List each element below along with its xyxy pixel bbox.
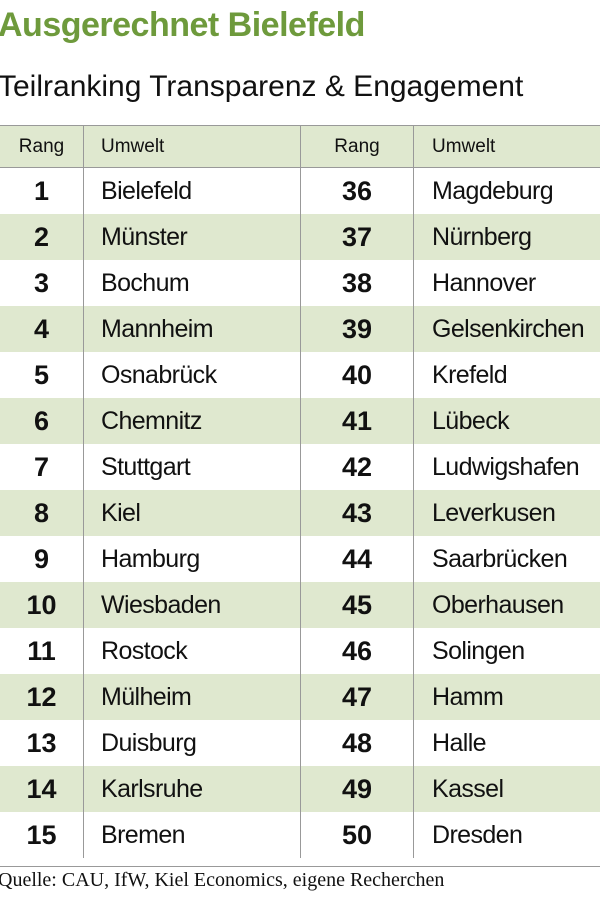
city: Hannover <box>413 260 600 306</box>
rank: 49 <box>300 766 413 812</box>
rank: 40 <box>300 352 413 398</box>
city: Kiel <box>83 490 300 536</box>
rank: 43 <box>300 490 413 536</box>
ranking-table: Rang Umwelt Rang Umwelt 1 Bielefeld 36 Magdebur… <box>0 125 600 858</box>
table-row: 2 Münster 37 Nürnberg <box>0 214 600 260</box>
city: Dresden <box>413 812 600 858</box>
rank: 37 <box>300 214 413 260</box>
table-row: 13 Duisburg 48 Halle <box>0 720 600 766</box>
city: Ludwigshafen <box>413 444 600 490</box>
rank: 36 <box>300 168 413 214</box>
rank: 48 <box>300 720 413 766</box>
column-header: Rang <box>300 126 413 167</box>
column-header: Umwelt <box>83 126 300 167</box>
rank: 9 <box>33 543 50 574</box>
column-header: Umwelt <box>413 126 600 167</box>
rank: 8 <box>33 497 50 528</box>
rank: 15 <box>26 819 57 850</box>
city: Mülheim <box>83 674 300 720</box>
city: Mannheim <box>83 306 300 352</box>
header-row: Rang Umwelt Rang Umwelt <box>0 125 600 168</box>
city: Rostock <box>83 628 300 674</box>
table-row: 14 Karlsruhe 49 Kassel <box>0 766 600 812</box>
city: Lübeck <box>413 398 600 444</box>
rank: 47 <box>300 674 413 720</box>
rank: 50 <box>300 812 413 858</box>
table-row: 10 Wiesbaden 45 Oberhausen <box>0 582 600 628</box>
rank: 14 <box>26 773 57 804</box>
city: Osnabrück <box>83 352 300 398</box>
rank: 45 <box>300 582 413 628</box>
table-row: 1 Bielefeld 36 Magdeburg <box>0 168 600 214</box>
city: Wiesbaden <box>83 582 300 628</box>
table-row: 3 Bochum 38 Hannover <box>0 260 600 306</box>
table-row: 5 Osnabrück 40 Krefeld <box>0 352 600 398</box>
table-row: 8 Kiel 43 Leverkusen <box>0 490 600 536</box>
city: Duisburg <box>83 720 300 766</box>
source: Quelle: CAU, IfW, Kiel Economics, eigene… <box>0 866 600 892</box>
city: Krefeld <box>413 352 600 398</box>
rank: 39 <box>300 306 413 352</box>
city: Oberhausen <box>413 582 600 628</box>
city: Solingen <box>413 628 600 674</box>
title: Ausgerechnet Bielefeld <box>0 6 365 44</box>
table-body: 1 Bielefeld 36 Magdeburg 2 Münster 37 Nürnberg 3… <box>0 168 600 858</box>
rank: 3 <box>33 267 50 298</box>
rank: 1 <box>33 175 50 206</box>
city: Bielefeld <box>83 168 300 214</box>
city: Hamburg <box>83 536 300 582</box>
table-row: 6 Chemnitz 41 Lübeck <box>0 398 600 444</box>
rank: 13 <box>26 727 57 758</box>
table-row: 7 Stuttgart 42 Ludwigshafen <box>0 444 600 490</box>
rank: 11 <box>27 635 56 666</box>
rank: 5 <box>33 359 50 390</box>
rank: 42 <box>300 444 413 490</box>
city: Leverkusen <box>413 490 600 536</box>
city: Bremen <box>83 812 300 858</box>
city: Magdeburg <box>413 168 600 214</box>
rank: 44 <box>300 536 413 582</box>
subtitle: Teilranking Transparenz & Engagement <box>0 70 524 103</box>
city: Nürnberg <box>413 214 600 260</box>
column-header: Rang <box>18 135 65 157</box>
city: Bochum <box>83 260 300 306</box>
city: Halle <box>413 720 600 766</box>
rank: 38 <box>300 260 413 306</box>
table-row: 4 Mannheim 39 Gelsenkirchen <box>0 306 600 352</box>
rank: 41 <box>300 398 413 444</box>
city: Karlsruhe <box>83 766 300 812</box>
table-row: 15 Bremen 50 Dresden <box>0 812 600 858</box>
rank: 7 <box>33 451 50 482</box>
rank: 6 <box>33 405 50 436</box>
rank: 10 <box>26 589 57 620</box>
rank: 12 <box>26 681 57 712</box>
city: Hamm <box>413 674 600 720</box>
city: Chemnitz <box>83 398 300 444</box>
city: Gelsenkirchen <box>413 306 600 352</box>
city: Kassel <box>413 766 600 812</box>
table-row: 12 Mülheim 47 Hamm <box>0 674 600 720</box>
rank: 4 <box>33 313 50 344</box>
rank: 46 <box>300 628 413 674</box>
table-row: 11 Rostock 46 Solingen <box>0 628 600 674</box>
table-row: 9 Hamburg 44 Saarbrücken <box>0 536 600 582</box>
rank: 2 <box>33 221 50 252</box>
city: Saarbrücken <box>413 536 600 582</box>
city: Stuttgart <box>83 444 300 490</box>
city: Münster <box>83 214 300 260</box>
